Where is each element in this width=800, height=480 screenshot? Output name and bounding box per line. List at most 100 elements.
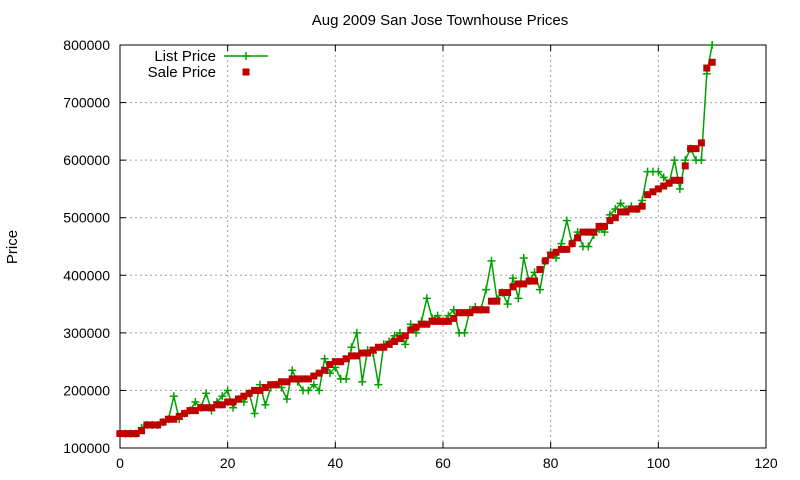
point-list-price: [315, 386, 324, 395]
point-sale-price: [574, 234, 582, 242]
point-sale-price: [164, 415, 172, 423]
series: [116, 41, 717, 438]
point-list-price: [401, 340, 410, 349]
legend: List Price Sale Price: [148, 48, 268, 81]
point-sale-price: [676, 176, 684, 184]
point-list-price: [169, 392, 178, 401]
point-list-price: [708, 41, 717, 49]
point-sale-price: [294, 375, 302, 383]
point-sale-price: [175, 412, 183, 420]
point-sale-price: [121, 430, 129, 438]
point-list-price: [535, 285, 544, 294]
x-tick-label: 80: [543, 455, 559, 471]
point-sale-price: [633, 205, 641, 213]
point-sale-price: [708, 58, 716, 66]
point-sale-price: [584, 228, 592, 236]
point-sale-price: [234, 395, 242, 403]
point-sale-price: [272, 381, 280, 389]
point-sale-price: [606, 217, 614, 225]
point-sale-price: [412, 323, 420, 331]
legend-label-sale-price: Sale Price: [148, 64, 216, 81]
point-sale-price: [595, 222, 603, 230]
point-sale-price: [342, 355, 350, 363]
point-sale-price: [423, 320, 431, 328]
point-list-price: [519, 254, 528, 263]
point-sale-price: [627, 205, 635, 213]
point-list-price: [320, 354, 329, 363]
point-sale-price: [127, 430, 135, 438]
point-sale-price: [315, 369, 323, 377]
point-list-price: [460, 328, 469, 337]
x-tick-label: 40: [328, 455, 344, 471]
y-tick-label: 600000: [63, 152, 110, 168]
point-list-price: [282, 395, 291, 404]
y-tick-label: 400000: [63, 267, 110, 283]
point-list-price: [487, 256, 496, 265]
point-sale-price: [326, 361, 334, 369]
x-tick-label: 100: [647, 455, 671, 471]
point-sale-price: [611, 214, 619, 222]
point-list-price: [584, 242, 593, 251]
point-list-price: [503, 300, 512, 309]
point-list-price: [659, 173, 668, 182]
point-sale-price: [288, 375, 296, 383]
point-sale-price: [337, 358, 345, 366]
point-sale-price: [514, 280, 522, 288]
point-sale-price: [304, 375, 312, 383]
point-sale-price: [310, 372, 318, 380]
point-sale-price: [525, 277, 533, 285]
point-sale-price: [202, 404, 210, 412]
point-sale-price: [601, 222, 608, 230]
point-sale-price: [358, 349, 366, 357]
grid: [120, 45, 766, 448]
point-sale-price: [660, 182, 668, 190]
point-sale-price: [240, 392, 248, 400]
axis-ticks: 0 20 40 60 80 100 120 100000 200000 300000 400000 5…: [63, 37, 778, 471]
point-list-price: [218, 392, 227, 401]
point-list-price: [261, 400, 270, 409]
point-list-price: [616, 199, 625, 208]
point-sale-price: [417, 320, 425, 328]
y-tick-label: 200000: [63, 382, 110, 398]
point-sale-price: [482, 306, 490, 314]
point-list-price: [342, 374, 351, 383]
point-sale-price: [563, 245, 571, 253]
point-sale-price: [369, 346, 377, 354]
point-sale-price: [132, 430, 140, 438]
x-tick-label: 120: [754, 455, 778, 471]
point-list-price: [358, 377, 367, 386]
point-list-price: [562, 216, 571, 225]
point-sale-price: [520, 280, 528, 288]
point-list-price: [670, 156, 679, 165]
y-tick-label: 800000: [63, 37, 110, 53]
legend-label-list-price: List Price: [154, 48, 216, 65]
point-sale-price: [353, 352, 361, 360]
point-sale-price: [181, 409, 189, 417]
plot-frame: [119, 44, 767, 449]
point-sale-price: [461, 309, 469, 317]
point-sale-price: [466, 309, 474, 317]
point-sale-price: [477, 306, 485, 314]
point-sale-price: [186, 407, 194, 415]
point-sale-price: [536, 266, 544, 274]
point-sale-price: [245, 389, 253, 397]
point-sale-price: [407, 326, 415, 334]
point-sale-price: [321, 366, 329, 374]
point-sale-price: [552, 248, 560, 256]
point-sale-price: [649, 188, 657, 196]
point-sale-price: [396, 335, 404, 343]
legend-marker-list-price: [242, 52, 250, 60]
point-list-price: [202, 389, 211, 398]
point-sale-price: [256, 386, 264, 394]
point-sale-price: [670, 176, 678, 184]
point-sale-price: [617, 208, 625, 216]
point-sale-price: [224, 398, 232, 406]
point-sale-price: [197, 404, 205, 412]
point-sale-price: [267, 381, 275, 389]
point-sale-price: [665, 179, 673, 187]
point-sale-price: [278, 378, 285, 386]
point-sale-price: [692, 145, 700, 153]
point-list-price: [374, 380, 383, 389]
point-list-price: [223, 386, 232, 395]
